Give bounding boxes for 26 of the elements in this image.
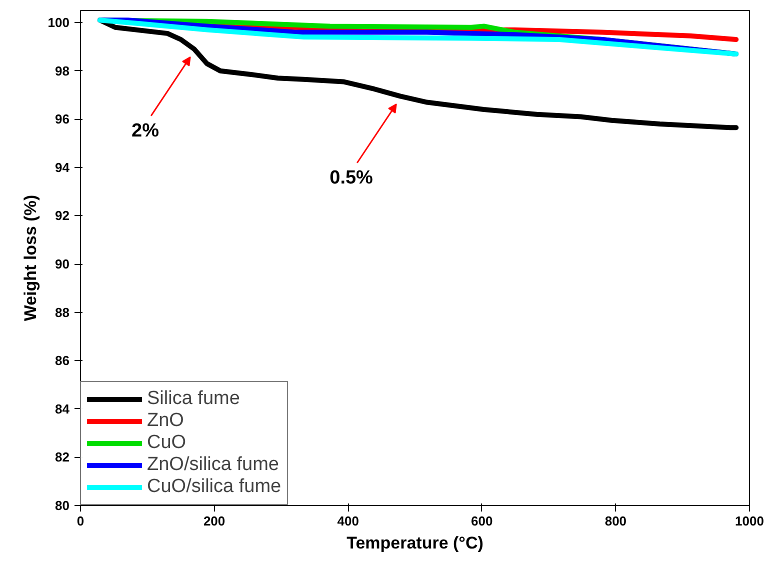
y-tick-label: 96 <box>55 112 70 127</box>
y-tick-label: 90 <box>55 256 70 272</box>
x-tick-label: 400 <box>337 514 359 528</box>
legend-label: Silica fume <box>147 388 240 410</box>
annotation: 0.5% <box>330 168 374 189</box>
y-tick-label: 94 <box>55 160 70 175</box>
legend-label: CuO <box>147 432 186 454</box>
x-tick-label: 800 <box>604 514 627 528</box>
y-tick-label: 86 <box>55 353 70 368</box>
y-tick-label: 98 <box>55 63 70 78</box>
x-tick-label: 200 <box>203 514 226 528</box>
y-tick-label: 92 <box>55 208 70 224</box>
y-axis-title: Weight loss (%) <box>20 194 40 322</box>
legend-label: ZnO/silica fume <box>147 454 279 476</box>
legend-label: CuO/silica fume <box>147 476 282 498</box>
legend-label: ZnO <box>147 410 184 432</box>
annotation: 2% <box>132 120 160 142</box>
y-tick-label: 80 <box>55 498 70 513</box>
y-tick-label: 84 <box>55 401 70 416</box>
y-tick-label: 100 <box>48 15 70 30</box>
x-tick-label: 0 <box>76 514 84 528</box>
x-axis-title: Temperature (°C) <box>346 534 484 552</box>
x-tick-label: 1000 <box>735 514 764 528</box>
x-tick-label: 600 <box>471 514 493 528</box>
y-tick-label: 82 <box>55 450 70 465</box>
y-tick-label: 88 <box>55 304 70 320</box>
